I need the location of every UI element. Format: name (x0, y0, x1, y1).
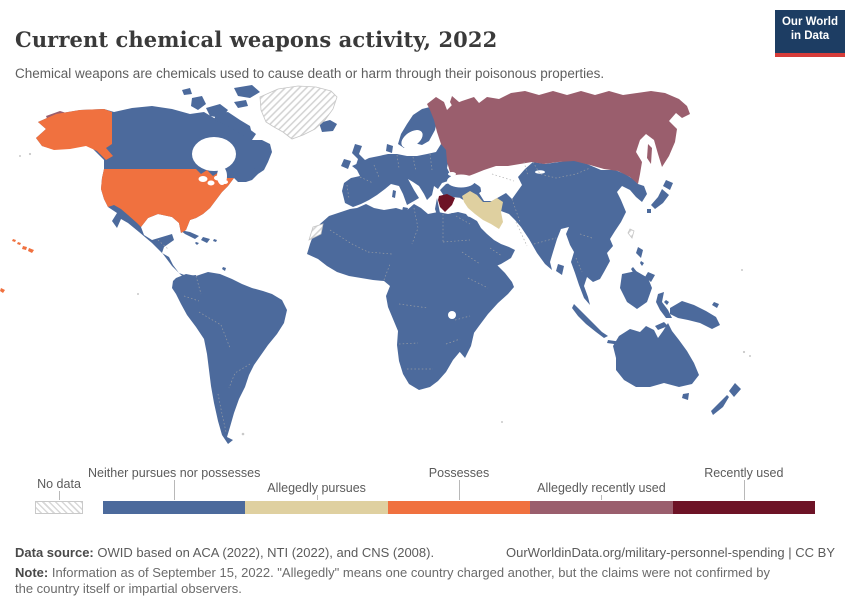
legend-label-2: Possesses (428, 466, 490, 480)
country-borders (157, 153, 593, 433)
region-syria[interactable] (438, 194, 455, 212)
region-europe[interactable] (342, 144, 451, 207)
legend-tick-1 (316, 495, 318, 500)
data-source-label: Data source: (15, 545, 94, 560)
note-line: Note: Information as of September 15, 20… (15, 565, 777, 597)
owid-logo: Our World in Data (775, 10, 845, 57)
region-caribbean[interactable] (180, 230, 226, 271)
legend-tick-0 (174, 480, 176, 500)
chart-subtitle: Chemical weapons are chemicals used to c… (15, 65, 605, 81)
note-text: Information as of September 15, 2022. "A… (15, 565, 770, 596)
region-asia[interactable] (460, 160, 647, 305)
region-indonesia[interactable] (572, 271, 672, 348)
region-canadian-arctic-islands[interactable] (182, 85, 260, 178)
data-source-text: OWID based on ACA (2022), NTI (2022), an… (93, 545, 435, 560)
region-iceland[interactable] (319, 120, 337, 132)
legend-swatch-4[interactable] (672, 501, 815, 514)
small-island-specks (19, 152, 751, 436)
region-alaska[interactable] (36, 109, 113, 160)
legend-tick-4 (743, 480, 745, 500)
region-sri-lanka[interactable] (556, 264, 564, 275)
legend-tick-no-data (59, 491, 60, 500)
region-arabia[interactable] (444, 213, 515, 272)
legend-swatch-2[interactable] (387, 501, 531, 514)
owid-logo-line2: in Data (790, 30, 830, 42)
region-new-zealand[interactable] (711, 383, 741, 415)
legend-swatch-3[interactable] (530, 501, 673, 514)
region-new-guinea[interactable] (670, 301, 720, 329)
page-title: Current chemical weapons activity, 2022 (15, 27, 498, 53)
region-sakhalin[interactable] (647, 144, 652, 164)
region-novaya-zemlya[interactable] (450, 96, 463, 119)
region-western-sahara[interactable] (308, 223, 324, 241)
water-bodies (192, 130, 545, 319)
owid-logo-line1: Our World (781, 16, 838, 28)
region-scandinavia[interactable] (386, 106, 438, 153)
region-russia[interactable] (427, 91, 690, 184)
legend-label-1: Allegedly pursues (267, 481, 366, 495)
world-map[interactable] (0, 82, 850, 462)
region-philippines[interactable] (631, 247, 655, 282)
region-australia[interactable] (613, 323, 699, 400)
region-madagascar[interactable] (459, 327, 474, 358)
citation-link[interactable]: OurWorldinData.org/military-personnel-sp… (506, 545, 835, 560)
region-levant[interactable] (435, 198, 444, 221)
data-source-line: Data source: OWID based on ACA (2022), N… (15, 545, 434, 560)
legend-tick-2 (459, 480, 460, 500)
legend-tick-3 (601, 495, 603, 500)
legend-label-no-data: No data (37, 477, 81, 491)
region-iran[interactable] (462, 191, 503, 229)
note-label: Note: (15, 565, 49, 580)
legend-label-4: Recently used (704, 466, 784, 480)
legend-swatch-0[interactable] (103, 501, 246, 514)
region-british-isles[interactable] (341, 144, 369, 172)
region-greenland[interactable] (259, 85, 338, 140)
region-united-states[interactable] (101, 169, 234, 233)
region-taiwan[interactable] (627, 228, 635, 239)
legend-swatch-1[interactable] (245, 501, 388, 514)
region-japan[interactable] (647, 180, 673, 213)
legend-label-0: Neither pursues nor possesses (88, 466, 261, 480)
legend-swatch-no-data[interactable] (35, 501, 83, 514)
region-south-america[interactable] (172, 272, 287, 444)
legend-label-3: Allegedly recently used (537, 481, 666, 495)
region-hawaii[interactable] (0, 239, 34, 293)
